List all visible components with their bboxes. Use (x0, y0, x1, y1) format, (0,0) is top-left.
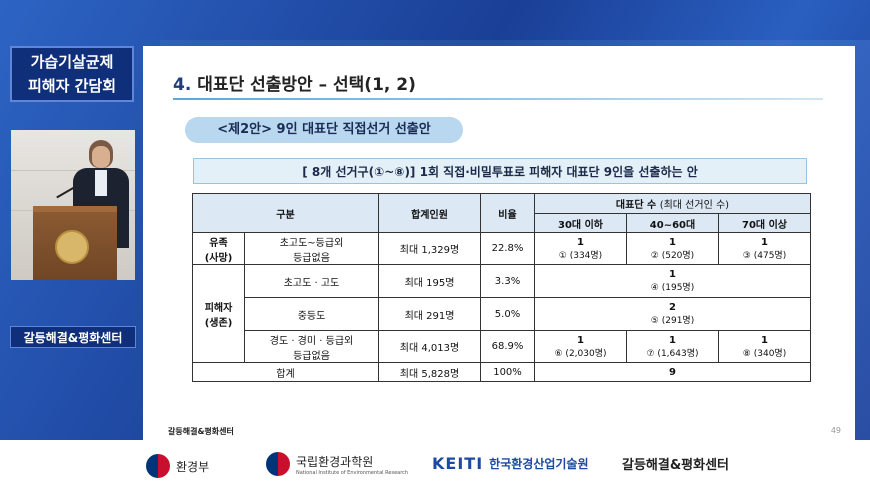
rep-count: 1 (669, 334, 676, 346)
rep-count: 1 (761, 236, 768, 248)
sub-category: 초고도 · 고도 (244, 264, 379, 298)
ratio-cell: 3.3% (480, 264, 535, 298)
logo-nier: 국립환경과학원 National Institute of Environmen… (266, 452, 408, 476)
rep-voters: ② (520명) (650, 250, 695, 261)
heading-rule (173, 98, 823, 100)
header-age-2: 40~60대 (626, 213, 719, 233)
logo-nier-text: 국립환경과학원 National Institute of Environmen… (296, 453, 408, 476)
option-banner: [ 8개 선거구(①~⑧)] 1회 직접·비밀투표로 피해자 대표단 9인을 선… (193, 158, 807, 184)
rep-count: 1 (577, 334, 584, 346)
total-cell: 최대 291명 (378, 297, 481, 331)
rep-count: 1 (577, 236, 584, 248)
event-title-line1: 가습기살균제 (30, 53, 114, 71)
rep-voters: ③ (475명) (742, 250, 787, 261)
speaker-face (92, 146, 110, 168)
sum-total: 최대 5,828명 (378, 362, 481, 382)
header-age-3: 70대 이상 (717, 213, 812, 233)
speaker-shirt (95, 170, 107, 196)
rep-voters: ⑦ (1,643명) (646, 348, 699, 359)
rep-cell: 1 ② (520명) (626, 232, 719, 265)
header-category: 구분 (192, 193, 379, 233)
sum-label: 합계 (192, 362, 379, 382)
table-row: 중등도 최대 291명 5.0% 2 ⑤ (291명) (193, 297, 812, 331)
header-rep-note: (최대 선거인 수) (659, 200, 730, 211)
speaker-video (11, 130, 135, 280)
table-row-total: 합계 최대 5,828명 100% 9 (192, 362, 812, 382)
rep-voters: ⑤ (291명) (650, 316, 695, 326)
event-title-line2: 피해자 간담회 (27, 77, 117, 95)
rep-cell-merged: 2 ⑤ (291명) (533, 297, 812, 331)
presentation-slide: 4. 대표단 선출방안 – 선택(1, 2) <제2안> 9인 대표단 직접선거 … (143, 46, 855, 440)
group-survivor: 피해자 (생존) (192, 264, 245, 363)
taegeuk-emblem-icon (146, 454, 170, 478)
sponsor-bar: 환경부 국립환경과학원 National Institute of Enviro… (0, 440, 870, 489)
logo-center: 갈등해결&평화센터 (622, 458, 730, 473)
ratio-cell: 22.8% (480, 232, 535, 265)
header-rep-label: 대표단 수 (615, 200, 657, 211)
total-cell: 최대 4,013명 (378, 330, 481, 363)
heading-number: 4. (173, 75, 192, 95)
page-number: 49 (830, 426, 841, 435)
rep-cell: 1 ① (334명) (534, 232, 627, 265)
sub-category: 경도 · 경미 · 등급외 등급없음 (244, 330, 379, 363)
table-row: 경도 · 경미 · 등급외 등급없음 최대 4,013명 68.9% 1 ⑥ (2… (193, 330, 812, 363)
logo-ministry: 환경부 (146, 454, 209, 478)
table-row: 유족 (사망) 초고도~등급외 등급없음 최대 1,329명 22.8% 1 ① … (192, 232, 812, 265)
representative-table: 구분 합계인원 비율 대표단 수 (최대 선거인 수) 30대 이하 40~60… (192, 193, 812, 382)
header-age-1: 30대 이하 (534, 213, 627, 233)
sum-ratio: 100% (480, 362, 535, 382)
table-row: 피해자 (생존) 초고도 · 고도 최대 195명 3.3% 1 ④ (195명) (192, 264, 812, 363)
logo-nier-label: 국립환경과학원 (296, 454, 374, 469)
slide-heading: 4. 대표단 선출방안 – 선택(1, 2) (173, 70, 416, 95)
sub-category: 중등도 (244, 297, 379, 331)
rep-count: 1 (761, 334, 768, 346)
option-pill: <제2안> 9인 대표단 직접선거 선출안 (185, 117, 463, 143)
rep-cell: 1 ⑧ (340명) (717, 330, 812, 363)
logo-nier-english: National Institute of Environmental Rese… (296, 469, 409, 476)
wall-line (11, 170, 135, 171)
heading-text: 대표단 선출방안 – 선택(1, 2) (197, 75, 416, 95)
logo-keiti-label: 한국환경산업기술원 (489, 457, 589, 471)
rep-count: 2 (669, 302, 676, 313)
rep-count: 1 (669, 269, 676, 280)
rep-voters: ④ (195명) (650, 283, 695, 293)
ratio-cell: 68.9% (480, 330, 535, 363)
header-ratio: 비율 (480, 193, 535, 233)
logo-keiti: KEITI 한국환경산업기술원 (432, 454, 589, 473)
rep-cell: 1 ③ (475명) (717, 232, 812, 265)
group-bereaved: 유족 (사망) (192, 232, 245, 265)
sub-category: 초고도~등급외 등급없음 (244, 232, 379, 265)
keiti-mark: KEITI (432, 454, 484, 473)
event-title: 가습기살균제 피해자 간담회 (10, 46, 134, 102)
rep-voters: ⑥ (2,030명) (554, 348, 607, 359)
taegeuk-emblem-icon (266, 452, 290, 476)
rep-voters: ① (334명) (558, 250, 603, 261)
logo-ministry-label: 환경부 (176, 459, 210, 474)
header-total: 합계인원 (378, 193, 481, 233)
rep-voters: ⑧ (340명) (742, 348, 787, 359)
total-cell: 최대 1,329명 (378, 232, 481, 265)
sum-rep: 9 (533, 362, 812, 382)
rep-cell: 1 ⑦ (1,643명) (626, 330, 719, 363)
podium-seal-icon (55, 230, 89, 264)
header-rep: 대표단 수 (최대 선거인 수) (533, 193, 812, 214)
rep-cell-merged: 1 ④ (195명) (533, 264, 812, 298)
total-cell: 최대 195명 (378, 264, 481, 298)
ratio-cell: 5.0% (480, 297, 535, 331)
rep-count: 1 (669, 236, 676, 248)
org-label: 갈등해결&평화센터 (10, 326, 136, 348)
rep-cell: 1 ⑥ (2,030명) (534, 330, 627, 363)
slide-footer: 갈등해결&평화센터 (168, 427, 234, 436)
